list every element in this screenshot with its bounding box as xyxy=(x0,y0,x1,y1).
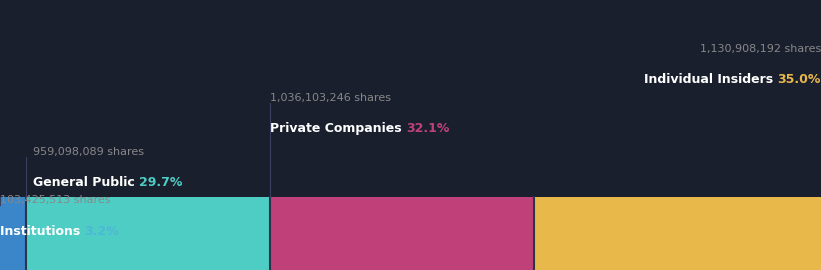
Text: Individual Insiders: Individual Insiders xyxy=(644,73,777,86)
Text: 32.1%: 32.1% xyxy=(406,122,449,135)
Bar xyxy=(0,197,26,270)
Text: 959,098,089 shares: 959,098,089 shares xyxy=(33,147,144,157)
Bar xyxy=(534,197,821,270)
Text: 3.2%: 3.2% xyxy=(85,225,119,238)
Text: 29.7%: 29.7% xyxy=(139,176,182,189)
Text: 103,425,513 shares: 103,425,513 shares xyxy=(0,195,111,205)
Bar xyxy=(270,197,534,270)
Text: 35.0%: 35.0% xyxy=(777,73,821,86)
Text: 1,036,103,246 shares: 1,036,103,246 shares xyxy=(270,93,391,103)
Text: Private Companies: Private Companies xyxy=(270,122,406,135)
Text: 1,130,908,192 shares: 1,130,908,192 shares xyxy=(699,44,821,54)
Text: Institutions: Institutions xyxy=(0,225,85,238)
Bar xyxy=(26,197,270,270)
Text: General Public: General Public xyxy=(33,176,139,189)
